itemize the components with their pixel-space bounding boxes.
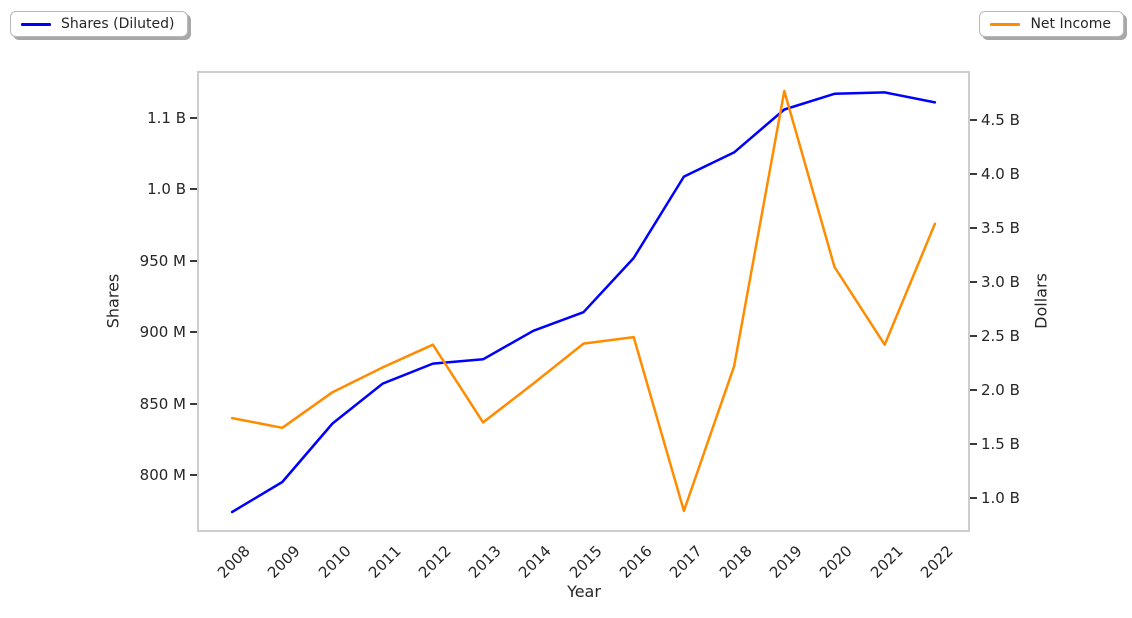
- plot-area: [197, 71, 970, 532]
- x-tick-label: 2014: [514, 542, 555, 582]
- y-axis-label-left: Shares: [103, 273, 123, 329]
- y-tick-label-right: 2.5 B: [981, 327, 1020, 345]
- x-tick-label: 2011: [364, 542, 405, 582]
- y-tick-label-left: 850 M: [139, 395, 186, 413]
- x-tick-label: 2022: [916, 542, 957, 582]
- y-tick-label-right: 2.0 B: [981, 381, 1020, 399]
- y-tick-right: [970, 389, 977, 391]
- y-tick-label-right: 4.5 B: [981, 111, 1020, 129]
- series-line-net-income: [230, 89, 937, 513]
- x-tick-label: 2009: [263, 542, 304, 582]
- x-tick-label: 2018: [715, 542, 756, 582]
- y-tick-label-left: 1.1 B: [147, 109, 186, 127]
- x-tick-label: 2021: [866, 542, 907, 582]
- legend-shares-diluted: Shares (Diluted): [10, 11, 188, 37]
- x-tick-label: 2008: [213, 542, 254, 582]
- x-tick-label: 2020: [815, 542, 856, 582]
- legend-net-income-label: Net Income: [1030, 16, 1111, 32]
- y-tick-right: [970, 173, 977, 175]
- x-tick-label: 2017: [665, 542, 706, 582]
- y-tick-label-right: 4.0 B: [981, 165, 1020, 183]
- x-tick-label: 2013: [464, 542, 505, 582]
- y-tick-left: [190, 260, 197, 262]
- y-tick-right: [970, 281, 977, 283]
- y-tick-left: [190, 403, 197, 405]
- x-tick-label: 2012: [414, 542, 455, 582]
- y-tick-left: [190, 331, 197, 333]
- y-tick-right: [970, 119, 977, 121]
- y-tick-label-left: 1.0 B: [147, 180, 186, 198]
- y-tick-label-right: 1.5 B: [981, 435, 1020, 453]
- x-tick-label: 2010: [314, 542, 355, 582]
- y-tick-label-left: 950 M: [139, 252, 186, 270]
- y-tick-label-right: 3.5 B: [981, 219, 1020, 237]
- x-tick-label: 2016: [615, 542, 656, 582]
- y-tick-left: [190, 188, 197, 190]
- legend-shares-label: Shares (Diluted): [61, 16, 175, 32]
- y-tick-right: [970, 497, 977, 499]
- y-tick-right: [970, 443, 977, 445]
- plot-lines-svg: [230, 89, 937, 514]
- y-tick-label-left: 800 M: [139, 466, 186, 484]
- legend-shares-line-swatch: [21, 22, 51, 26]
- series-line-shares-diluted: [230, 91, 937, 514]
- y-tick-left: [190, 474, 197, 476]
- legend-net-income-line-swatch: [990, 22, 1021, 26]
- legend-net-income: Net Income: [979, 11, 1124, 37]
- y-tick-right: [970, 227, 977, 229]
- x-tick-label: 2015: [565, 542, 606, 582]
- x-tick-label: 2019: [765, 542, 806, 582]
- y-tick-label-right: 3.0 B: [981, 273, 1020, 291]
- y-tick-left: [190, 117, 197, 119]
- y-tick-label-left: 900 M: [139, 323, 186, 341]
- y-axis-label-right: Dollars: [1031, 273, 1051, 329]
- x-axis-label: Year: [567, 582, 601, 601]
- y-tick-right: [970, 335, 977, 337]
- y-tick-label-right: 1.0 B: [981, 489, 1020, 507]
